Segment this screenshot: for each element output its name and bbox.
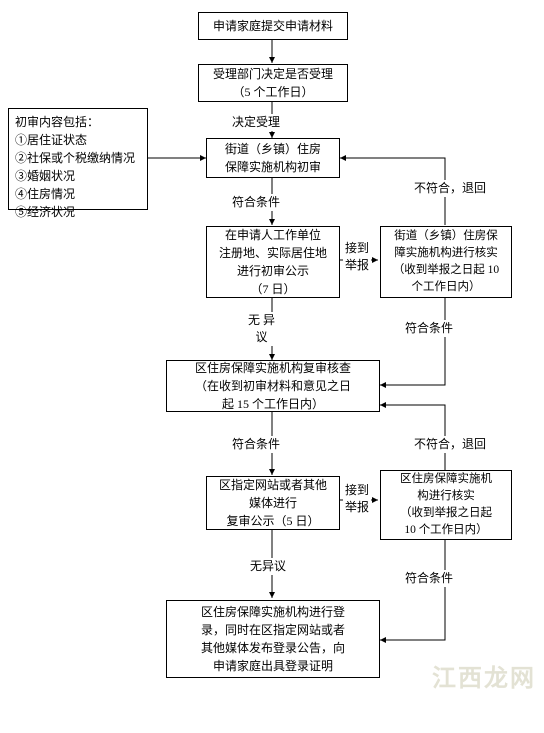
edge-return1-label: 不符合，退回	[412, 180, 488, 197]
node-initial-verify: 街道（乡镇）住房保 障实施机构进行核实 （收到举报之日起 10 个工作日内）	[380, 226, 512, 298]
edge-report1-label: 接到 举报	[343, 240, 371, 274]
edge-qualify1-label: 符合条件	[230, 194, 282, 211]
edge-qualify3-label: 符合条件	[230, 436, 282, 453]
node-recheck-verify: 区住房保障实施机 构进行核实 （收到举报之日起 10 个工作日内）	[380, 470, 512, 540]
node-recheck-publicity: 区指定网站或者其他 媒体进行 复审公示（5 日）	[206, 476, 340, 530]
node-initial-publicity: 在申请人工作单位 注册地、实际居住地 进行初审公示 （7 日）	[206, 226, 340, 298]
edge-noobjection2-label: 无异议	[248, 558, 288, 575]
node-recheck: 区住房保障实施机构复审核查 （在收到初审材料和意见之日 起 15 个工作日内）	[166, 360, 380, 412]
edge-report2-label: 接到 举报	[343, 482, 371, 516]
edge-accept-label: 决定受理	[230, 114, 282, 131]
node-submit: 申请家庭提交申请材料	[198, 12, 348, 40]
edge-return2-label: 不符合，退回	[412, 436, 488, 453]
edge-noobjection1-label: 无 异 议	[246, 312, 277, 346]
watermark: 江西龙网	[432, 658, 536, 693]
edge-qualify4-label: 符合条件	[403, 570, 455, 587]
node-accept: 受理部门决定是否受理 （5 个工作日）	[198, 64, 348, 102]
node-register: 区住房保障实施机构进行登 录，同时在区指定网站或者 其他媒体发布登录公告，向 申…	[166, 600, 380, 678]
node-initial-review: 街道（乡镇）住房 保障实施机构初审	[206, 138, 340, 178]
edge-qualify2-label: 符合条件	[403, 320, 455, 337]
node-side-content: 初审内容包括： ①居住证状态 ②社保或个税缴纳情况 ③婚姻状况 ④住房情况 ⑤经…	[8, 108, 148, 210]
